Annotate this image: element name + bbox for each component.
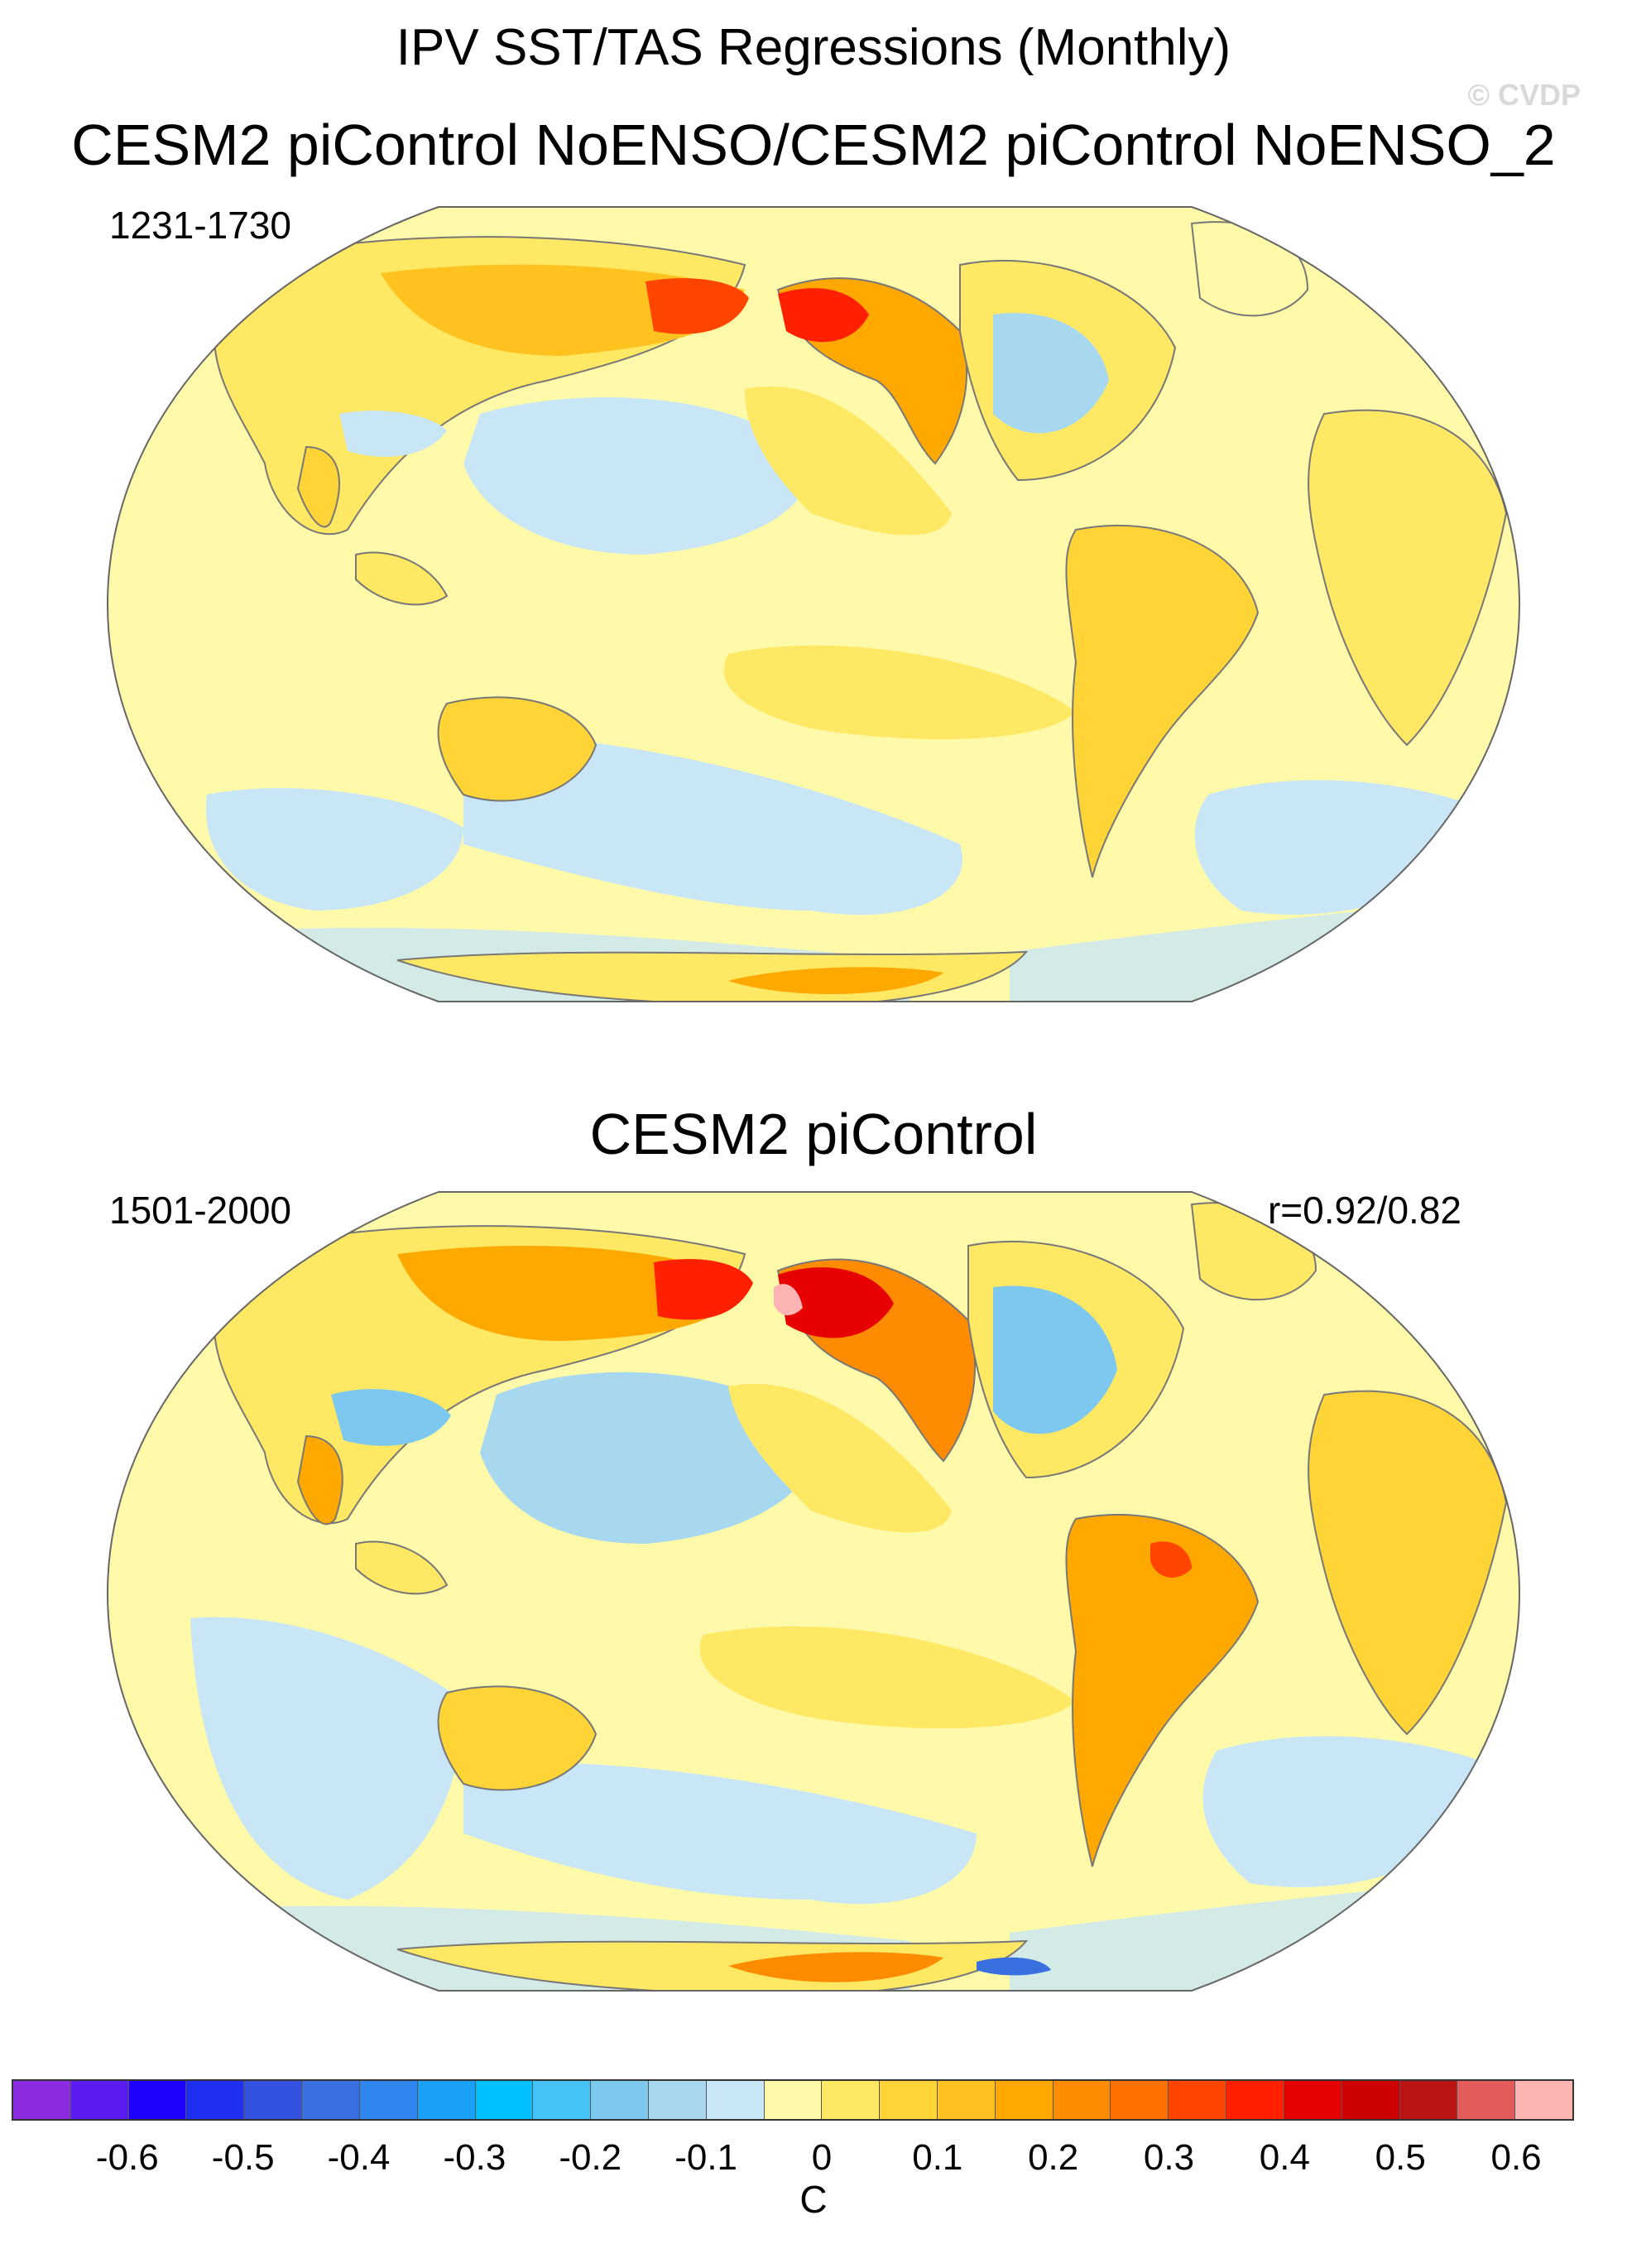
panel2-correlation: r=0.92/0.82 (1267, 1189, 1461, 1232)
colorbar-swatch (1457, 2081, 1516, 2119)
tropical-pacific-warm-region (723, 645, 1076, 740)
south-atlantic-cool-region (1202, 1736, 1498, 1887)
australia-landmass (437, 1685, 598, 1791)
colorbar-tick-label: 0.3 (1143, 2137, 1195, 2178)
west-antarctica-warm-region (728, 1952, 943, 1982)
colorbar-tick-label: -0.6 (95, 2137, 159, 2178)
figure-title: IPV SST/TAS Regressions (Monthly) (396, 19, 1231, 76)
colorbar-swatch (417, 2081, 476, 2119)
greenland-landmass (1190, 1202, 1317, 1300)
north-pacific-cool-region (463, 397, 811, 555)
colorbar-swatch (1226, 2081, 1284, 2119)
south-pacific-cool-region (463, 1762, 977, 1905)
colorbar-swatch (880, 2081, 938, 2119)
colorbar-tick-label: -0.1 (674, 2137, 738, 2178)
colorbar-tick-label: 0.2 (1028, 2137, 1079, 2178)
colorbar-swatch (1284, 2081, 1342, 2119)
colorbar-swatch (706, 2081, 765, 2119)
colorbar-tick-label: -0.4 (327, 2137, 391, 2178)
colorbar-tick-label: 0.1 (912, 2137, 963, 2178)
eastern-north-america-cool-region (993, 1285, 1117, 1434)
map-outline (106, 206, 1521, 1002)
colorbar-swatch (764, 2081, 823, 2119)
cvdp-watermark: © CVDP (1467, 78, 1581, 112)
antarctica-landmass (396, 950, 1029, 1002)
tibetan-plateau-cool-region (331, 1389, 451, 1446)
east-siberia-strong-warm (646, 278, 749, 334)
colorbar-swatch (244, 2081, 303, 2119)
panel1-map (106, 206, 1521, 1002)
colorbar-tick-labels: -0.6 -0.5 -0.4 -0.3 -0.2 -0.1 0 0.1 0.2 0.3 0.4 0.5… (12, 2137, 1574, 2187)
colorbar-swatch (13, 2081, 71, 2119)
colorbar-tick-label: 0.6 (1490, 2137, 1542, 2178)
central-pacific-warm-region (728, 1383, 952, 1533)
colorbar-tick-label: -0.5 (211, 2137, 275, 2178)
map-outline (106, 1191, 1521, 1992)
colorbar-swatch (648, 2081, 707, 2119)
colorbar-tick-label: -0.2 (559, 2137, 622, 2178)
maritime-continent-landmass (355, 1540, 449, 1595)
west-antarctica-warm-region (728, 967, 943, 995)
colorbar-swatch (1169, 2081, 1227, 2119)
east-siberia-strong-warm (654, 1259, 753, 1320)
colorbar-swatch (475, 2081, 534, 2119)
colorbar-swatch (70, 2081, 129, 2119)
north-pacific-cool-region (480, 1372, 819, 1544)
alaska-strong-warm-region (778, 1267, 894, 1338)
colorbar-swatches (12, 2079, 1574, 2121)
colorbar-tick-label: 0.4 (1259, 2137, 1310, 2178)
colorbar-tick-label: 0.5 (1375, 2137, 1426, 2178)
colorbar-swatch (822, 2081, 881, 2119)
colorbar-swatch (1399, 2081, 1458, 2119)
panel1-period: 1231-1730 (109, 204, 291, 247)
colorbar-swatch (186, 2081, 245, 2119)
panel2-period: 1501-2000 (109, 1189, 291, 1232)
colorbar-tick-label: 0 (811, 2137, 833, 2178)
colorbar-swatch (302, 2081, 360, 2119)
panel1-title: CESM2 piControl NoENSO/CESM2 piControl N… (71, 113, 1556, 177)
colorbar-swatch (1111, 2081, 1169, 2119)
colorbar-swatch (128, 2081, 187, 2119)
colorbar (12, 2079, 1574, 2121)
south-atlantic-cool-region (1194, 780, 1490, 915)
greenland-landmass (1190, 221, 1309, 317)
panel2-map (106, 1191, 1521, 1992)
maritime-continent-landmass (355, 551, 449, 606)
colorbar-swatch (938, 2081, 996, 2119)
colorbar-swatch (995, 2081, 1053, 2119)
africa-landmass (1308, 1390, 1508, 1736)
colorbar-swatch (1053, 2081, 1111, 2119)
india-landmass (296, 445, 340, 528)
colorbar-swatch (591, 2081, 649, 2119)
indian-ocean-cool-region (205, 788, 463, 911)
indian-ocean-cool-region (190, 1617, 463, 1900)
colorbar-tick-label: -0.3 (443, 2137, 506, 2178)
colorbar-units: C (799, 2178, 828, 2221)
alaska-strong-warm-region (778, 288, 869, 343)
colorbar-swatch (533, 2081, 592, 2119)
central-pacific-warm-region (745, 386, 952, 536)
panel2-title: CESM2 piControl (589, 1102, 1038, 1166)
south-america-landmass (1065, 524, 1260, 878)
south-america-landmass (1065, 1513, 1260, 1867)
africa-landmass (1308, 409, 1508, 747)
colorbar-swatch (1341, 2081, 1400, 2119)
india-landmass (296, 1434, 343, 1526)
colorbar-swatch (359, 2081, 418, 2119)
south-pacific-cool-region (463, 735, 963, 915)
tropical-pacific-warm-region (699, 1626, 1076, 1729)
australia-landmass (437, 696, 598, 802)
tibetan-plateau-cool-region (339, 411, 447, 457)
eastern-north-america-cool-region (993, 313, 1109, 434)
colorbar-swatch (1515, 2081, 1572, 2119)
